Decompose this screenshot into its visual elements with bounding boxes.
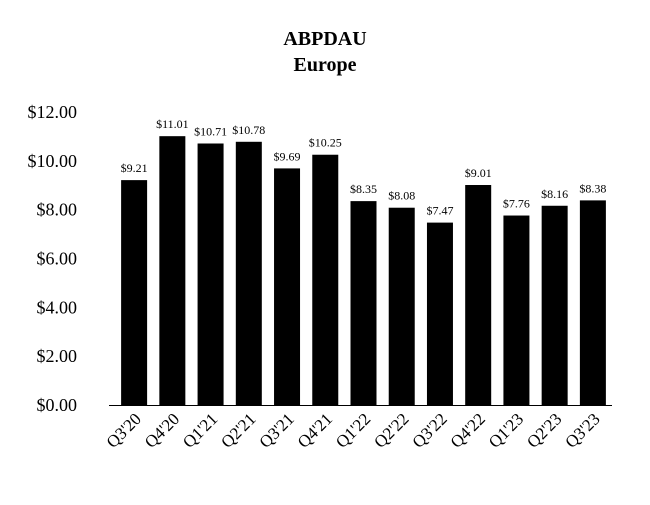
bar-data-label: $8.16 <box>541 187 568 201</box>
data-labels-group: $9.21 $11.01 $10.71 $10.78 $9.69 $10.25 $8.35 $… <box>121 117 607 217</box>
bar <box>465 185 492 405</box>
bar-data-label: $9.21 <box>121 161 148 175</box>
x-tick-label: Q1'22 <box>332 409 374 451</box>
y-tick-label: $10.00 <box>28 151 78 171</box>
bar <box>274 168 301 405</box>
y-tick-label: $12.00 <box>28 102 78 122</box>
y-tick-label: $8.00 <box>37 200 78 220</box>
x-tick-label: Q4'20 <box>141 409 183 451</box>
y-tick-label: $0.00 <box>37 395 78 415</box>
bar-data-label: $10.25 <box>309 136 342 150</box>
x-tick-label: Q3'20 <box>103 409 145 451</box>
x-tick-label: Q3'23 <box>561 409 603 451</box>
y-tick-label: $4.00 <box>37 297 78 317</box>
bar <box>541 205 568 405</box>
bar-data-label: $7.47 <box>426 204 453 218</box>
bar <box>350 201 377 405</box>
bar-data-label: $8.35 <box>350 182 377 196</box>
bar-data-label: $9.01 <box>465 166 492 180</box>
bar <box>159 136 186 406</box>
bars-group <box>121 136 606 406</box>
bar <box>312 154 339 405</box>
bar-data-label: $8.08 <box>388 189 415 203</box>
bar-data-label: $8.38 <box>579 181 606 195</box>
x-axis-labels: Q3'20Q4'20Q1'21Q2'21Q3'21Q4'21Q1'22Q2'22… <box>103 409 604 451</box>
bar <box>235 141 262 405</box>
x-tick-label: Q1'23 <box>485 409 527 451</box>
x-tick-label: Q2'22 <box>370 409 412 451</box>
x-tick-label: Q2'21 <box>217 409 259 451</box>
bar <box>579 200 606 405</box>
y-tick-label: $2.00 <box>37 346 78 366</box>
y-axis-ticks: $0.00 $2.00 $4.00 $6.00 $8.00 $10.00 $12.00 <box>28 102 78 415</box>
chart-title-block: ABPDAU Europe <box>0 26 650 78</box>
chart-title: ABPDAU <box>283 28 367 50</box>
x-tick-label: Q4'22 <box>447 409 489 451</box>
x-tick-label: Q4'21 <box>294 409 336 451</box>
bar-data-label: $11.01 <box>156 117 189 131</box>
y-tick-label: $6.00 <box>37 249 78 269</box>
bar-data-label: $7.76 <box>503 197 530 211</box>
bar <box>426 222 453 405</box>
bar <box>503 215 530 405</box>
bar-data-label: $10.78 <box>232 123 265 137</box>
bar <box>388 207 415 405</box>
x-tick-label: Q1'21 <box>179 409 221 451</box>
bar <box>197 143 224 405</box>
x-tick-label: Q3'21 <box>256 409 298 451</box>
bar-data-label: $10.71 <box>194 124 227 138</box>
chart-subtitle: Europe <box>293 54 357 76</box>
x-tick-label: Q3'22 <box>408 409 450 451</box>
x-tick-label: Q2'23 <box>523 409 565 451</box>
bar-data-label: $9.69 <box>274 149 301 163</box>
bar <box>121 180 148 405</box>
